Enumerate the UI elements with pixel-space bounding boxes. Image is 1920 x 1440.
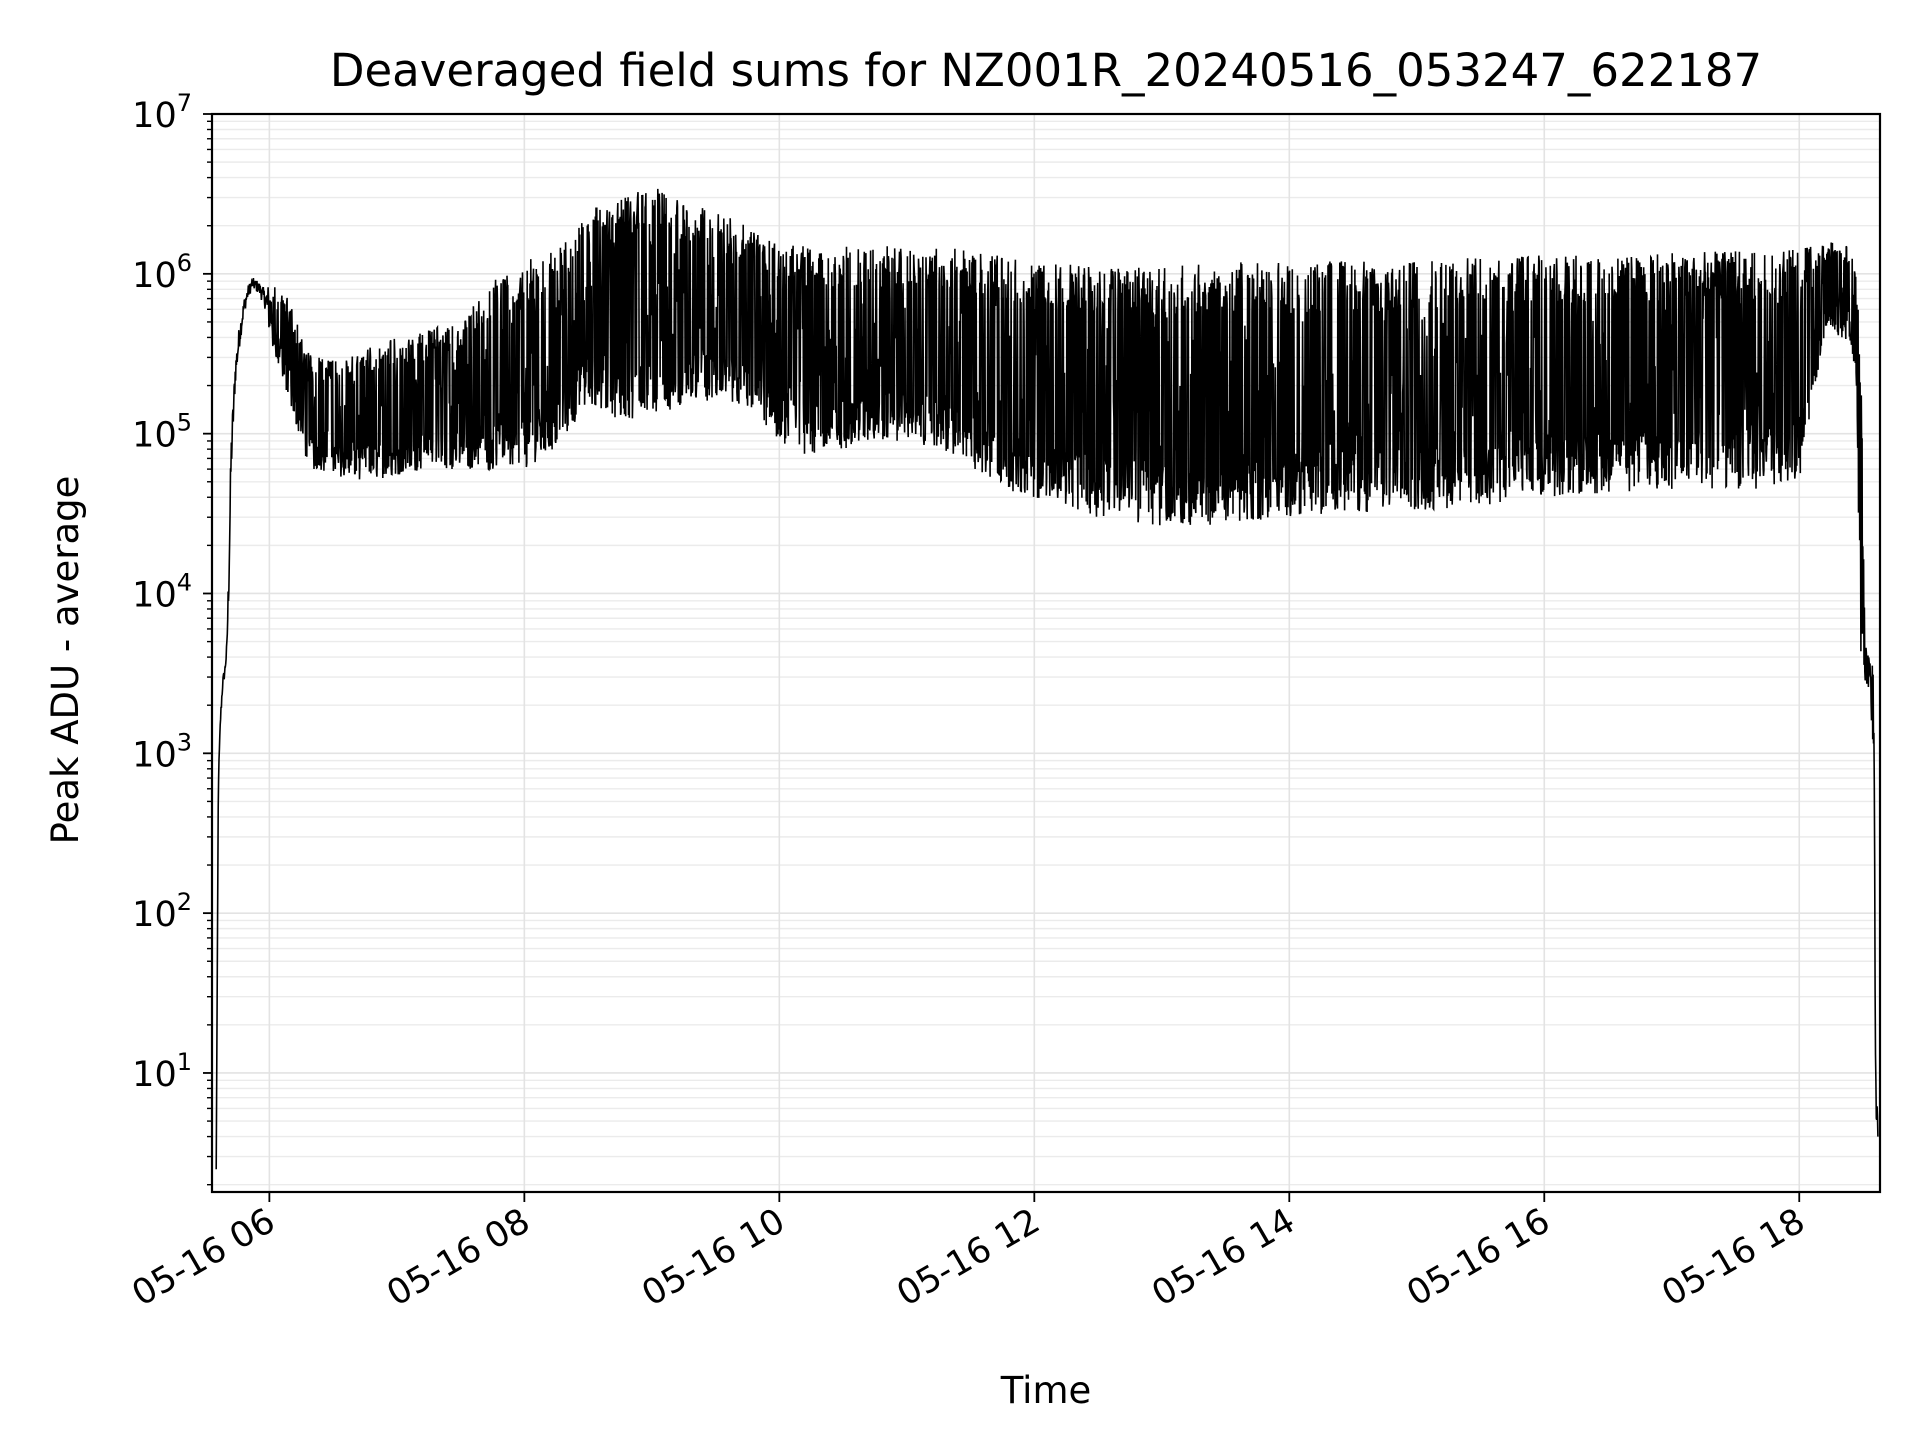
series-line <box>215 188 1879 1170</box>
y-tick-label: 104 <box>132 568 192 615</box>
y-tick-label: 105 <box>132 409 192 456</box>
y-axis: 101 102 103 104 105 106 107 <box>132 89 212 1186</box>
x-tick-label: 05-16 08 <box>381 1201 537 1314</box>
x-tick-label: 05-16 14 <box>1146 1201 1302 1314</box>
y-tick-label: 107 <box>132 89 192 136</box>
chart-title: Deaveraged field sums for NZ001R_2024051… <box>330 44 1762 97</box>
y-axis-label: Peak ADU - average <box>44 476 87 845</box>
x-tick-label: 05-16 10 <box>636 1201 792 1314</box>
minor-gridlines <box>212 120 1880 1186</box>
y-tick-label: 101 <box>132 1048 192 1095</box>
y-tick-label: 106 <box>132 249 192 296</box>
y-tick-label: 103 <box>132 728 192 775</box>
major-gridlines <box>212 113 1880 1192</box>
x-axis-label: Time <box>1000 1369 1092 1412</box>
x-tick-label: 05-16 16 <box>1400 1201 1556 1314</box>
x-axis: 05-16 06 05-16 08 05-16 10 05-16 12 05-16 14… <box>126 1192 1812 1314</box>
x-tick-label: 05-16 06 <box>126 1201 282 1314</box>
y-tick-label: 102 <box>132 888 192 935</box>
plot-frame <box>210 112 1882 1194</box>
x-tick-label: 05-16 18 <box>1655 1201 1811 1314</box>
x-tick-label: 05-16 12 <box>891 1201 1047 1314</box>
